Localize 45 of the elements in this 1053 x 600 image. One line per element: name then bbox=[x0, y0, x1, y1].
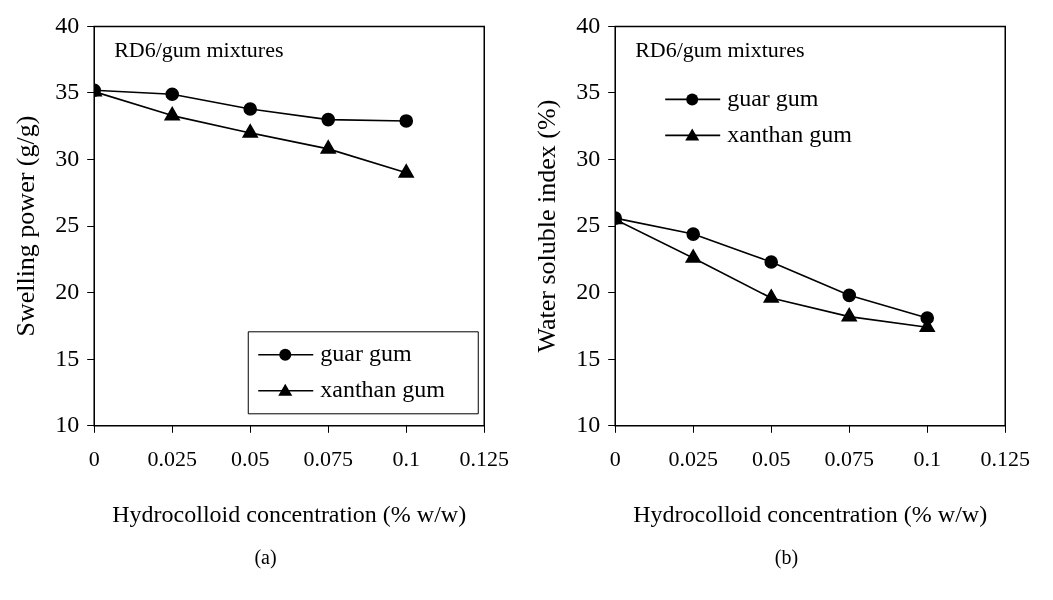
point bbox=[685, 249, 701, 263]
y-tick-label: 35 bbox=[55, 78, 80, 105]
point bbox=[686, 227, 701, 241]
annotation: RD6/gum mixtures bbox=[114, 37, 284, 63]
x-tick-label: 0.05 bbox=[751, 445, 791, 471]
y-tick-label: 25 bbox=[576, 211, 601, 238]
legend-label: xanthan gum bbox=[727, 120, 853, 147]
y-tick-label: 35 bbox=[576, 78, 601, 105]
legend-label: guar gum bbox=[320, 340, 412, 367]
y-tick-label: 40 bbox=[55, 11, 80, 38]
x-tick-label: 0.1 bbox=[913, 445, 941, 471]
x-tick-label: 0 bbox=[609, 445, 621, 471]
y-tick-label: 15 bbox=[576, 344, 601, 371]
y-tick-label: 10 bbox=[55, 411, 80, 438]
point bbox=[842, 288, 857, 303]
y-tick-label: 15 bbox=[55, 344, 80, 371]
x-axis-title: Hydrocolloid concentration (% w/w) bbox=[633, 500, 988, 527]
text: (a) bbox=[253, 546, 278, 569]
y-axis-title: Water soluble index (%) bbox=[532, 99, 562, 353]
x-tick-label: 0.05 bbox=[230, 445, 270, 471]
point bbox=[920, 311, 935, 325]
point bbox=[841, 307, 857, 322]
text: (b) bbox=[773, 546, 800, 569]
x-tick-label: 0.125 bbox=[459, 445, 509, 471]
annotation: RD6/gum mixtures bbox=[635, 37, 805, 63]
x-axis-title: Hydrocolloid concentration (% w/w) bbox=[112, 500, 467, 527]
y-tick-label: 40 bbox=[576, 11, 601, 38]
x-tick-label: 0.125 bbox=[980, 445, 1030, 471]
y-tick-label: 30 bbox=[55, 144, 80, 171]
legend-label: xanthan gum bbox=[320, 376, 446, 403]
y-axis-title: Swelling power (g/g) bbox=[11, 115, 41, 337]
y-tick-label: 20 bbox=[55, 277, 80, 304]
y-tick-label: 10 bbox=[576, 411, 601, 438]
x-tick-label: 0.1 bbox=[392, 445, 420, 471]
point bbox=[763, 289, 779, 303]
y-tick-label: 25 bbox=[55, 211, 80, 238]
y-tick-label: 30 bbox=[576, 144, 601, 171]
point bbox=[764, 255, 779, 269]
y-tick-label: 20 bbox=[576, 277, 601, 304]
x-tick-label: 0.025 bbox=[147, 445, 197, 471]
x-tick-label: 0 bbox=[88, 445, 100, 471]
x-tick-label: 0.075 bbox=[303, 445, 353, 471]
x-tick-label: 0.025 bbox=[668, 445, 718, 471]
legend-label: guar gum bbox=[727, 84, 819, 111]
x-tick-label: 0.075 bbox=[824, 445, 874, 471]
